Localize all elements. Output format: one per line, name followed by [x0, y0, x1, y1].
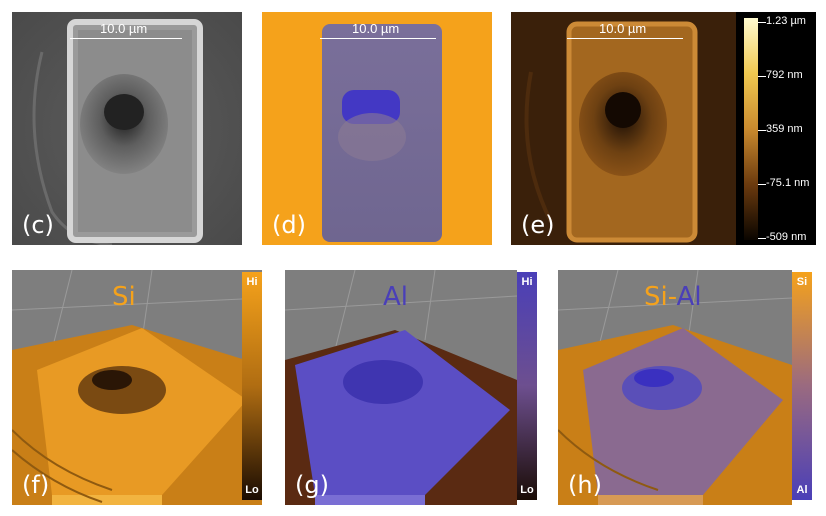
- element-title-si: Si: [112, 282, 136, 312]
- panel-g-3d-al: Al (g): [285, 270, 517, 505]
- panel-label: (e): [521, 211, 555, 239]
- height-colorbar: 1.23 µm 792 nm 359 nm -75.1 nm -509 nm: [736, 12, 816, 245]
- panel-c-sem-image: 10.0 µm (c): [12, 12, 242, 245]
- scale-bar-text: 10.0 µm: [352, 21, 400, 36]
- panel-label: (h): [568, 471, 602, 499]
- tick-line: [758, 76, 766, 77]
- panel-label: (d): [272, 211, 306, 239]
- si-al-colorbar: Si Al: [792, 272, 812, 500]
- height-colorbar-gradient: [744, 18, 758, 240]
- tick-label: 359 nm: [766, 123, 803, 135]
- scale-bar-line: [70, 38, 182, 39]
- si-colorbar: Hi Lo: [242, 272, 262, 500]
- tick-line: [758, 238, 766, 239]
- panel-e-afm-height: 10.0 µm (e): [511, 12, 736, 245]
- 3d-al-graphic: [285, 270, 517, 505]
- afm-height-graphic: [511, 12, 736, 245]
- tick-line: [758, 130, 766, 131]
- panel-f-3d-si: Si (f): [12, 270, 262, 505]
- colorbar-bottom-label: Lo: [245, 484, 259, 496]
- tick-line: [758, 184, 766, 185]
- tick-label: 1.23 µm: [766, 15, 806, 27]
- panel-label: (f): [22, 471, 50, 499]
- element-title-al: Al: [383, 282, 409, 312]
- panel-label: (g): [295, 471, 329, 499]
- eds-map-graphic: [262, 12, 492, 245]
- 3d-si-al-graphic: [558, 270, 792, 505]
- tick-line: [758, 22, 766, 23]
- colorbar-bottom-label: Lo: [520, 484, 534, 496]
- si-colorbar-gradient: [242, 272, 262, 500]
- colorbar-top-label: Hi: [521, 276, 533, 288]
- title-dash: -: [667, 282, 677, 312]
- colorbar-top-label: Si: [796, 276, 808, 288]
- colorbar-bottom-label: Al: [796, 484, 808, 496]
- panel-label: (c): [22, 211, 54, 239]
- scale-bar-text: 10.0 µm: [599, 21, 647, 36]
- scale-bar-text: 10.0 µm: [100, 21, 148, 36]
- al-colorbar-gradient: [517, 272, 537, 500]
- colorbar-top-label: Hi: [246, 276, 258, 288]
- tick-label: 792 nm: [766, 69, 803, 81]
- scale-bar-line: [567, 38, 683, 39]
- tick-label: -509 nm: [766, 231, 807, 243]
- si-al-colorbar-gradient: [792, 272, 812, 500]
- panel-d-eds-map: 10.0 µm (d): [262, 12, 492, 245]
- title-al: Al: [676, 282, 702, 312]
- tick-label: -75.1 nm: [766, 177, 810, 189]
- panel-h-3d-si-al: Si-Al (h): [558, 270, 792, 505]
- scale-bar-line: [320, 38, 436, 39]
- sem-image-graphic: [12, 12, 242, 245]
- title-si: Si: [644, 282, 668, 312]
- element-title-si-al: Si-Al: [644, 282, 702, 312]
- al-colorbar: Hi Lo: [517, 272, 537, 500]
- 3d-si-graphic: [12, 270, 262, 505]
